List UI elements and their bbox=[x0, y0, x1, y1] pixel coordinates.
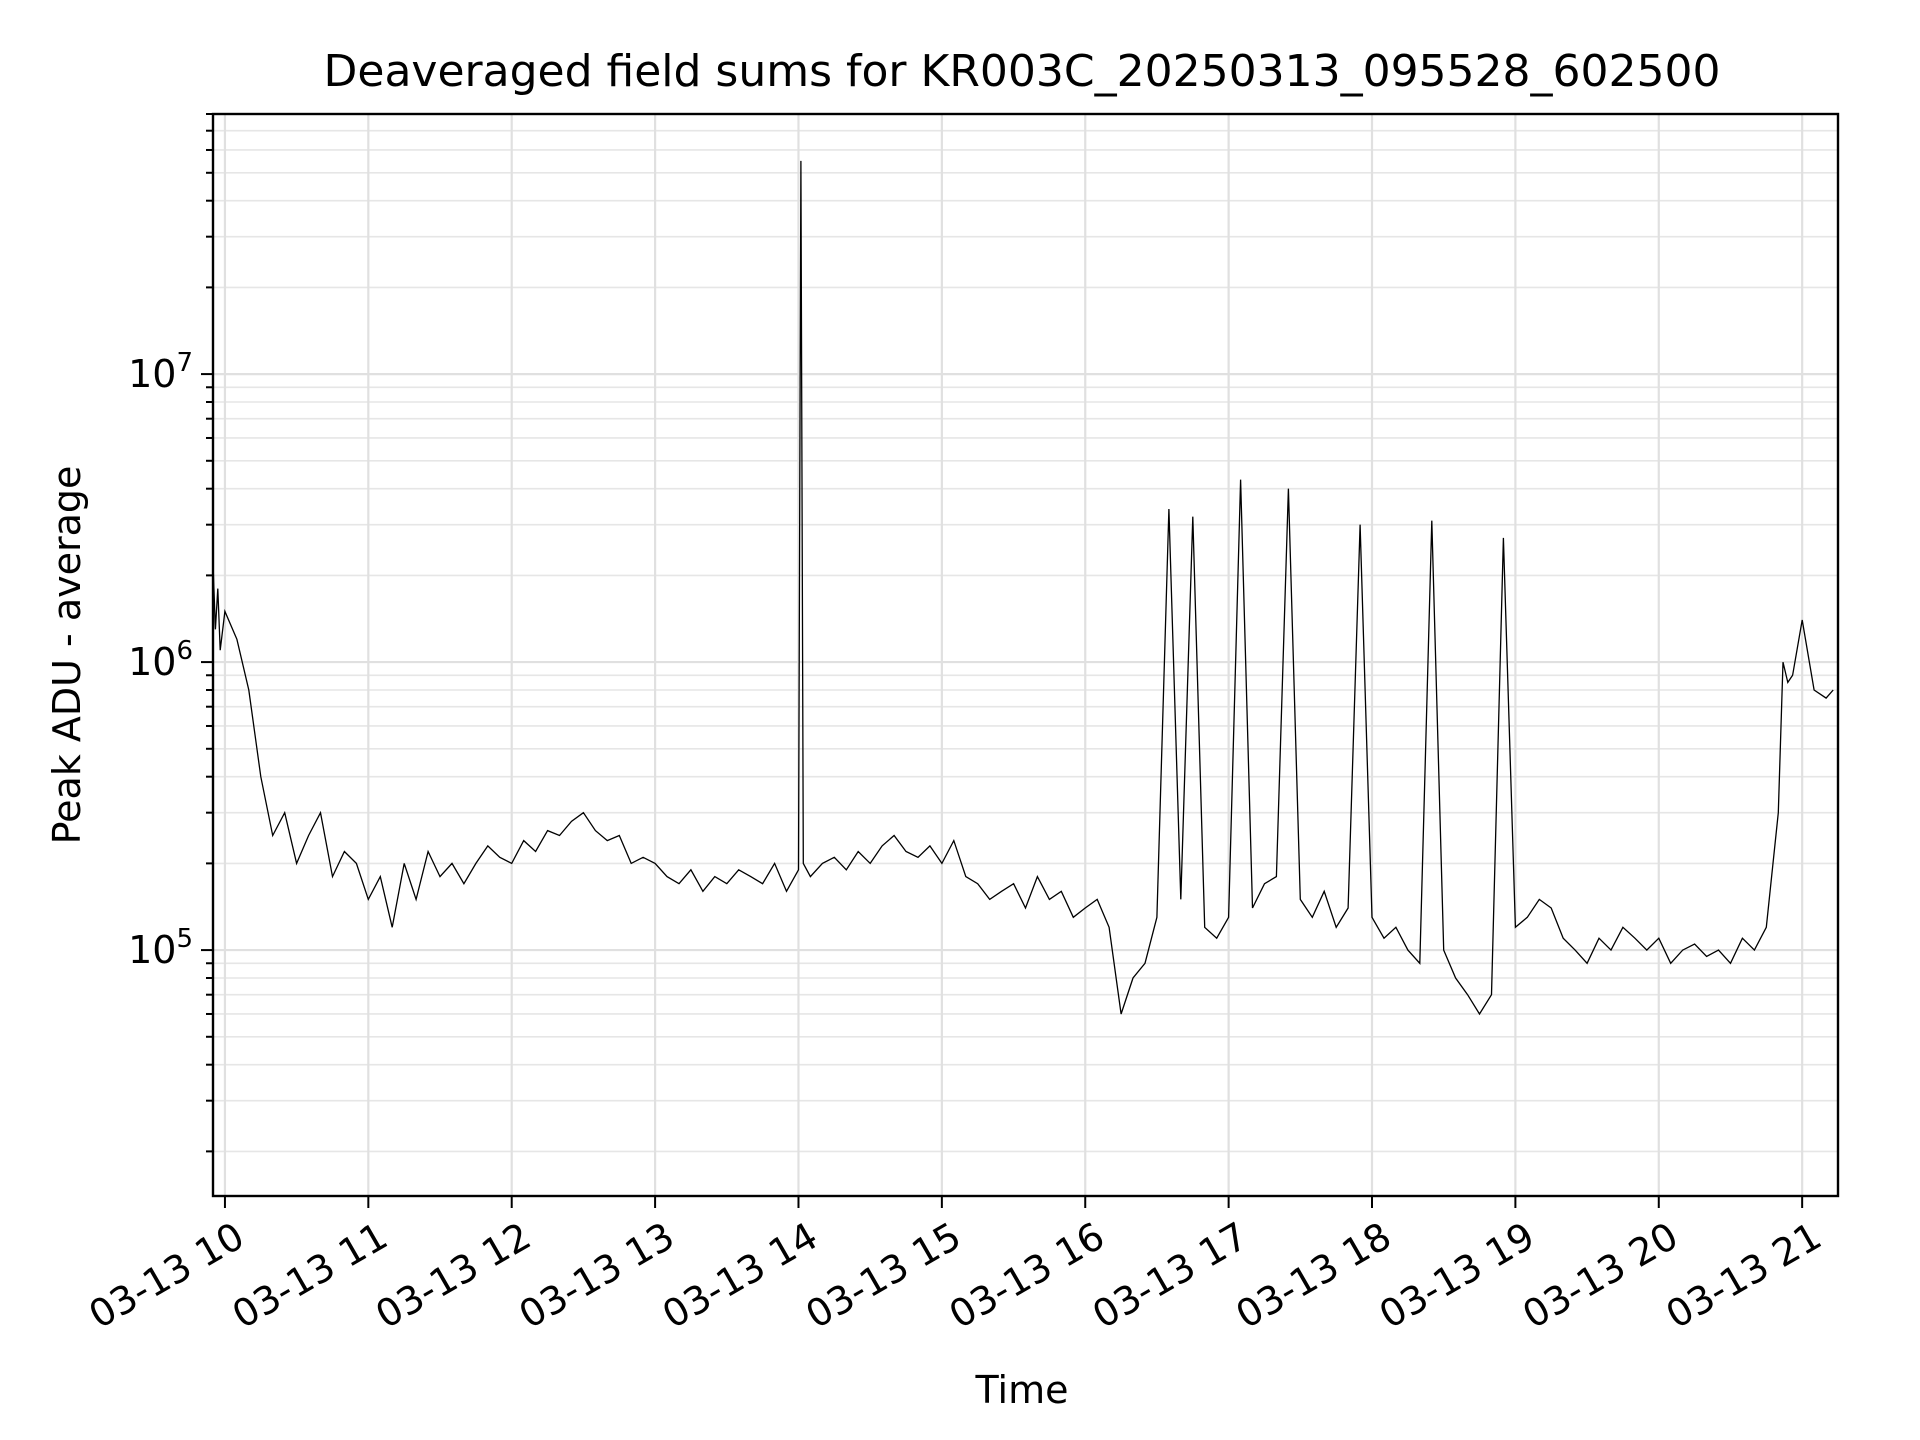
x-axis-label: Time bbox=[975, 1368, 1069, 1412]
x-tick-label: 03-13 19 bbox=[1372, 1214, 1542, 1338]
series-layer bbox=[212, 160, 1834, 1016]
grid-layer bbox=[213, 113, 1838, 1196]
x-tick-label: 03-13 21 bbox=[1659, 1214, 1829, 1338]
x-tick-label: 03-13 18 bbox=[1229, 1214, 1399, 1338]
x-tick-label: 03-13 16 bbox=[942, 1214, 1112, 1338]
series-line bbox=[212, 160, 1834, 1016]
y-tick-label: 107 bbox=[128, 348, 193, 396]
x-tick-label: 03-13 13 bbox=[512, 1214, 682, 1338]
x-tick-label: 03-13 14 bbox=[655, 1214, 825, 1338]
chart-title: Deaveraged field sums for KR003C_2025031… bbox=[324, 46, 1721, 97]
x-tick-label: 03-13 20 bbox=[1515, 1214, 1685, 1338]
x-tick-label: 03-13 17 bbox=[1085, 1214, 1255, 1338]
y-tick-label: 106 bbox=[128, 636, 193, 684]
y-tick-label: 105 bbox=[128, 924, 193, 972]
x-tick-label: 03-13 10 bbox=[81, 1214, 251, 1338]
x-tick-label: 03-13 11 bbox=[225, 1214, 395, 1338]
plot-frame bbox=[211, 112, 1840, 1198]
y-axis-label: Peak ADU - average bbox=[45, 466, 89, 845]
y-axis-ticks: 105 106 107 bbox=[128, 113, 213, 1153]
x-tick-label: 03-13 12 bbox=[368, 1214, 538, 1338]
x-tick-label: 03-13 15 bbox=[798, 1214, 968, 1338]
